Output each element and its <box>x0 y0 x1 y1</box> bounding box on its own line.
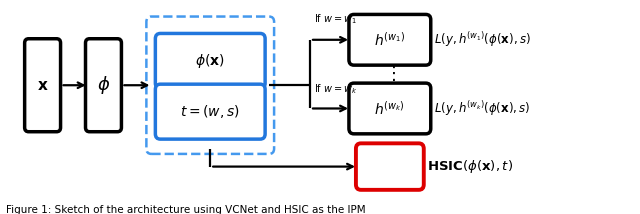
Text: $L(y, h^{(w_1)}(\phi(\mathbf{x}), s)$: $L(y, h^{(w_1)}(\phi(\mathbf{x}), s)$ <box>434 30 531 49</box>
FancyBboxPatch shape <box>349 14 431 65</box>
FancyBboxPatch shape <box>156 33 265 88</box>
Text: $\mathbf{HSIC}(\phi(\mathbf{x}), t)$: $\mathbf{HSIC}(\phi(\mathbf{x}), t)$ <box>427 158 513 175</box>
FancyBboxPatch shape <box>349 83 431 134</box>
FancyBboxPatch shape <box>156 84 265 139</box>
FancyBboxPatch shape <box>356 143 424 190</box>
FancyBboxPatch shape <box>25 39 61 132</box>
FancyBboxPatch shape <box>86 39 122 132</box>
Text: $t = (w, s)$: $t = (w, s)$ <box>180 103 240 120</box>
Text: $\mathbf{x}$: $\mathbf{x}$ <box>36 78 49 93</box>
Text: Figure 1: Sketch of the architecture using VCNet and HSIC as the IPM: Figure 1: Sketch of the architecture usi… <box>6 205 365 214</box>
Text: $h^{(w_1)}$: $h^{(w_1)}$ <box>374 31 405 49</box>
FancyBboxPatch shape <box>147 16 274 154</box>
Text: $\vdots$: $\vdots$ <box>384 64 396 83</box>
Text: $\phi$: $\phi$ <box>97 74 110 96</box>
Text: If $w = w_k$: If $w = w_k$ <box>314 83 358 96</box>
Text: $h^{(w_k)}$: $h^{(w_k)}$ <box>374 100 405 117</box>
Text: $\phi(\mathbf{x})$: $\phi(\mathbf{x})$ <box>195 52 225 70</box>
Text: If $w = w_1$: If $w = w_1$ <box>314 12 357 25</box>
Text: $L(y, h^{(w_k)}(\phi(\mathbf{x}), s)$: $L(y, h^{(w_k)}(\phi(\mathbf{x}), s)$ <box>434 99 530 118</box>
